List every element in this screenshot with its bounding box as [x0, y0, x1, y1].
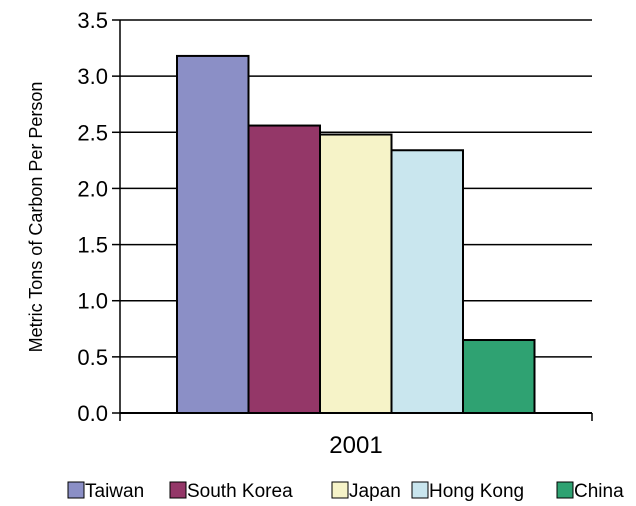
y-tick-label: 1.5	[77, 233, 108, 258]
legend-label: Taiwan	[85, 481, 144, 502]
bar-south-korea	[247, 124, 321, 414]
bar-japan	[319, 133, 393, 414]
legend-label: Japan	[349, 481, 401, 502]
bar-china	[462, 339, 536, 414]
legend-swatch	[169, 481, 187, 499]
legend-swatch	[67, 481, 85, 499]
legend: Taiwan South Korea Japan Hong Kong China	[67, 481, 624, 502]
bars	[176, 54, 536, 414]
legend-label: South Korea	[187, 481, 293, 502]
legend-label: Hong Kong	[429, 481, 524, 502]
y-tick-label: 0.5	[77, 345, 108, 370]
y-tick-label: 2.5	[77, 120, 108, 145]
y-tick-label: 0.0	[77, 401, 108, 426]
y-tick-label: 1.0	[77, 289, 108, 314]
y-tick-label: 3.0	[77, 64, 108, 89]
legend-swatch	[411, 481, 429, 499]
bar-hong-kong	[390, 149, 464, 414]
y-tick-labels: 0.0 0.5 1.0 1.5 2.0 2.5 3.0 3.5	[77, 8, 120, 426]
legend-label: China	[574, 481, 624, 502]
legend-swatch	[556, 481, 574, 499]
y-tick-label: 2.0	[77, 176, 108, 201]
legend-swatch	[331, 481, 349, 499]
axes	[119, 20, 593, 421]
y-axis-label: Metric Tons of Carbon Per Person	[26, 82, 46, 353]
bar-taiwan	[176, 54, 250, 414]
y-tick-label: 3.5	[77, 8, 108, 33]
x-category-label: 2001	[329, 432, 382, 459]
